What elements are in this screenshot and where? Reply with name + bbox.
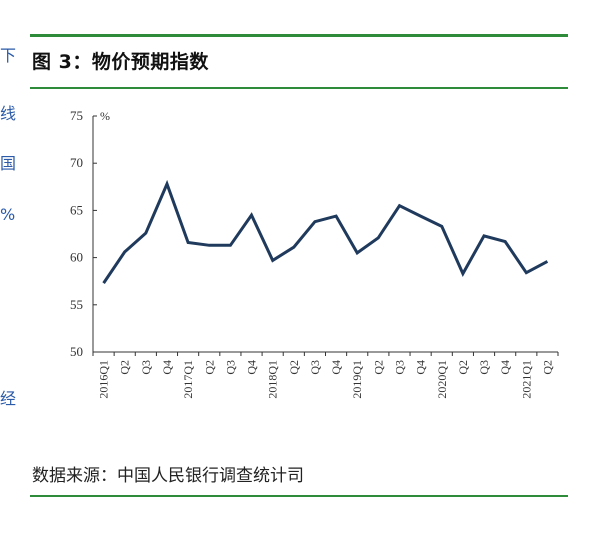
source-note: 数据来源：中国人民银行调查统计司 (32, 466, 304, 486)
line-chart: 50 55 60 65 70 75 % 2016Q1 Q2 Q3 Q4 2017Q1 Q2 Q3 Q4 201… (70, 108, 559, 399)
x-tick-label: Q2 (287, 360, 301, 375)
y-tick-label: 60 (70, 250, 83, 265)
x-tick-label: Q4 (245, 360, 259, 375)
x-tick-label: Q3 (139, 360, 153, 375)
y-tick-label: 75 (70, 108, 83, 123)
y-tick-label: 65 (70, 202, 83, 217)
series-line (102, 179, 549, 284)
margin-fragment: % (0, 205, 16, 224)
x-tick-label: 2021Q1 (519, 360, 533, 399)
x-tick-label: Q3 (223, 360, 237, 375)
y-tick-label: 50 (70, 344, 83, 359)
bottom-rule (30, 495, 568, 497)
top-rule (30, 34, 568, 37)
margin-fragment: 经 (0, 389, 17, 408)
title-rule (30, 87, 568, 89)
x-tick-label: Q3 (308, 360, 322, 375)
margin-fragment: 线 (0, 104, 17, 123)
y-unit-label: % (100, 109, 110, 123)
margin-fragment: 下 (0, 46, 17, 65)
x-tick-label: 2018Q1 (266, 360, 280, 399)
y-tick-label: 70 (70, 155, 83, 170)
x-tick-label: Q2 (456, 360, 470, 375)
x-tick-label: Q2 (202, 360, 216, 375)
y-tick-label: 55 (70, 297, 83, 312)
x-tick-label: 2020Q1 (435, 360, 449, 399)
x-tick-label: 2019Q1 (350, 360, 364, 399)
left-margin-fragments: 下 线 国 % 经 (0, 0, 22, 554)
margin-fragment: 国 (0, 154, 17, 173)
x-tick-label: Q3 (392, 360, 406, 375)
x-tick-label: Q4 (160, 360, 174, 375)
x-tick-label: Q2 (371, 360, 385, 375)
x-tick-label: 2016Q1 (97, 360, 111, 399)
x-tick-label: Q4 (329, 360, 343, 375)
x-tick-label: Q4 (414, 360, 428, 375)
x-tick-label: 2017Q1 (181, 360, 195, 399)
x-tick-label: Q2 (118, 360, 132, 375)
figure-title: 图 3：物价预期指数 (32, 51, 209, 73)
x-tick-label: Q3 (477, 360, 491, 375)
x-tick-label: Q4 (498, 360, 512, 375)
x-tick-label: Q2 (540, 360, 554, 375)
